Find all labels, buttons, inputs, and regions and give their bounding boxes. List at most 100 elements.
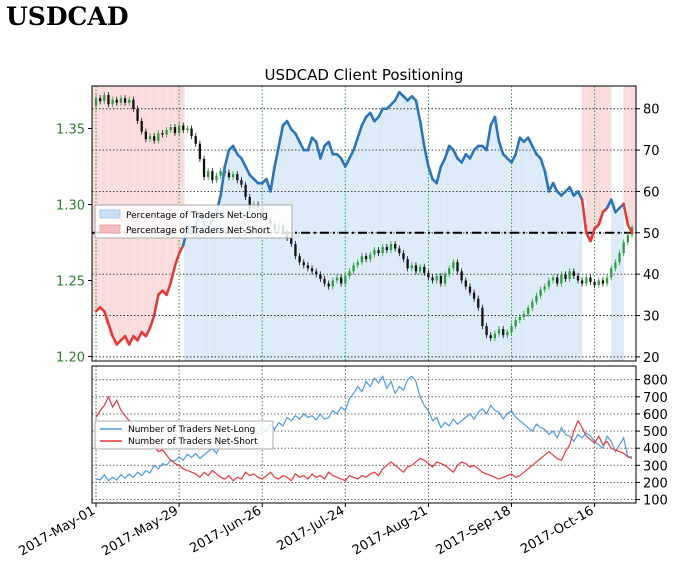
- legend-label-net-long: Percentage of Traders Net-Long: [126, 211, 268, 221]
- net-long-area: [556, 191, 562, 361]
- net-long-area: [535, 154, 541, 361]
- net-short-area: [581, 86, 587, 200]
- net-long-pct-segment: [277, 123, 285, 148]
- net-long-pct-segment: [306, 136, 314, 152]
- net-long-area: [472, 150, 478, 361]
- candle-body: [190, 128, 193, 137]
- candle-body: [547, 280, 551, 287]
- candle-body: [580, 280, 584, 284]
- net-long-pct-segment: [368, 111, 376, 123]
- net-long-area: [610, 199, 616, 361]
- net-short-pct-segment: [111, 334, 119, 346]
- count-net-short-line: [95, 395, 633, 482]
- date-tick-label: 2017-Sep-18: [434, 503, 514, 558]
- candle-body: [198, 143, 202, 159]
- candle-body: [364, 256, 368, 260]
- percent-tick-label: 60: [643, 185, 660, 200]
- count-tick-label: 700: [643, 391, 668, 406]
- candle-body: [136, 108, 139, 121]
- net-short-area: [606, 86, 612, 208]
- candle-body: [568, 271, 571, 279]
- date-tick-label: 2017-May-29: [99, 503, 181, 559]
- net-short-area: [175, 86, 181, 254]
- price-tick-label: 1.25: [56, 274, 85, 289]
- net-long-pct-segment: [543, 169, 551, 193]
- candle-body: [294, 244, 297, 257]
- candle-body: [423, 266, 426, 273]
- candle-body: [173, 127, 177, 134]
- net-long-area: [468, 158, 474, 361]
- net-long-pct-segment: [493, 115, 501, 144]
- candle-body: [148, 136, 152, 140]
- candle-body: [614, 262, 617, 269]
- chart-title: USDCAD Client Positioning: [265, 66, 464, 84]
- candle-body: [207, 171, 210, 178]
- net-short-area: [158, 86, 164, 291]
- net-long-area: [456, 158, 461, 361]
- net-long-pct-segment: [244, 165, 252, 177]
- net-long-area: [217, 195, 223, 361]
- count-tick-label: 200: [643, 476, 668, 491]
- candle-body: [560, 274, 563, 284]
- net-long-pct-segment: [526, 136, 534, 148]
- candle-body: [510, 326, 513, 333]
- candle-body: [161, 133, 164, 135]
- net-long-area: [569, 187, 574, 361]
- net-long-area: [317, 158, 323, 361]
- net-long-area: [527, 137, 532, 361]
- net-long-area: [439, 166, 445, 361]
- net-long-area: [539, 158, 545, 361]
- candle-body: [460, 271, 463, 281]
- percent-tick-label: 30: [643, 310, 660, 325]
- net-long-pct-segment: [319, 144, 326, 160]
- candle-body: [497, 329, 501, 334]
- net-long-pct-segment: [576, 190, 584, 202]
- candle-body: [153, 136, 156, 141]
- net-long-area: [326, 141, 332, 361]
- candle-body: [231, 174, 235, 178]
- net-short-pct-segment: [103, 310, 110, 326]
- candle-body: [518, 316, 521, 320]
- net-short-area: [631, 86, 637, 233]
- page-title: USDCAD: [6, 2, 129, 31]
- candle-body: [248, 196, 251, 210]
- candle-body: [622, 242, 625, 254]
- net-long-pct-segment: [360, 115, 368, 127]
- candle-body: [456, 262, 459, 272]
- net-long-area: [204, 228, 210, 361]
- top-panel: 1.20 1.25 1.30 1.35 20 30 40 50 60 70 80 Percenta…: [56, 85, 660, 366]
- net-long-area: [196, 212, 202, 361]
- candle-body: [99, 98, 102, 102]
- candle-body: [177, 125, 181, 134]
- net-long-pct-segment: [314, 140, 322, 160]
- net-long-area: [485, 150, 491, 361]
- candle-body: [319, 274, 322, 279]
- candle-body: [410, 265, 413, 269]
- net-long-area: [351, 150, 357, 361]
- percent-tick-label: 80: [643, 103, 660, 118]
- candle-body: [443, 274, 447, 284]
- candle-body: [302, 262, 305, 266]
- candle-body: [373, 250, 376, 255]
- candle-body: [481, 307, 484, 327]
- net-long-area: [309, 137, 315, 361]
- net-short-pct-segment: [136, 330, 144, 342]
- net-long-area: [271, 166, 277, 361]
- candle-body: [398, 248, 401, 254]
- net-long-area: [422, 145, 428, 361]
- candle-body: [526, 307, 530, 314]
- price-tick-label: 1.20: [56, 350, 85, 365]
- net-long-area: [305, 150, 311, 361]
- candle-body: [310, 268, 314, 272]
- top-legend: Percentage of Traders Net-Long Percentag…: [94, 204, 293, 239]
- candle-body: [389, 244, 393, 251]
- candle-body: [331, 280, 334, 287]
- net-long-area: [330, 154, 336, 361]
- candle-body: [169, 127, 172, 131]
- net-long-area: [280, 125, 286, 362]
- net-short-pct-segment: [589, 227, 596, 243]
- net-long-area: [221, 166, 227, 361]
- net-long-area: [355, 137, 361, 361]
- candle-body: [514, 319, 517, 327]
